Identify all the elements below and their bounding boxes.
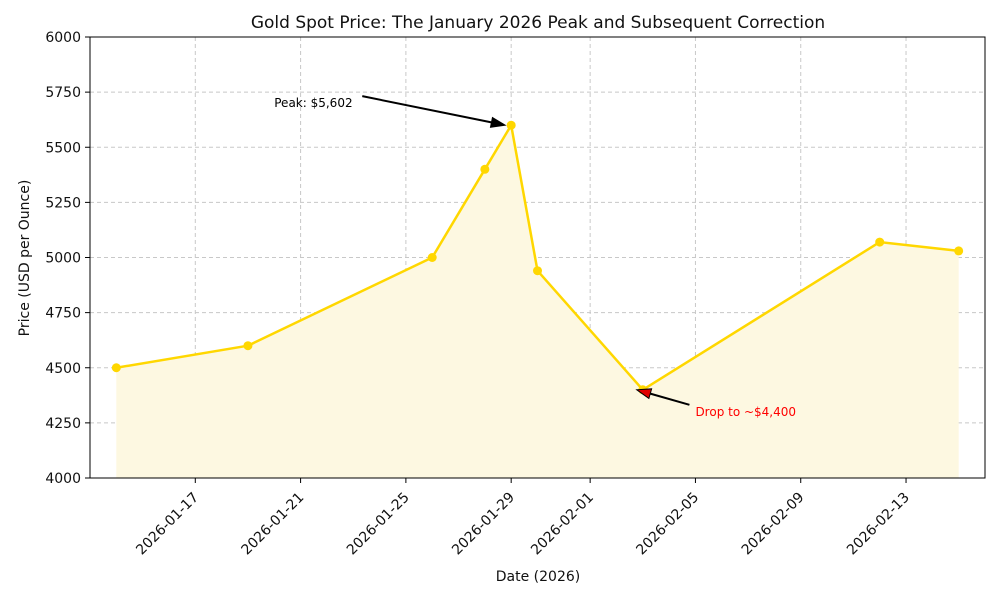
data-point: [954, 246, 964, 256]
y-tick-label: 5750: [45, 85, 81, 101]
y-ticks: 4000 4250 4500 4750 5000 5250 5500 5750 6000: [45, 30, 90, 487]
area-fill: [116, 125, 959, 478]
data-point: [480, 164, 490, 174]
x-tick-label: 2026-01-21: [239, 490, 308, 559]
y-tick-label: 5000: [45, 251, 81, 267]
data-point: [533, 266, 542, 276]
y-tick-label: 4750: [45, 306, 81, 322]
chart-title: Gold Spot Price: The January 2026 Peak a…: [251, 13, 825, 33]
data-point: [506, 120, 516, 130]
y-tick-label: 4500: [45, 361, 81, 377]
y-tick-label: 4250: [45, 416, 81, 432]
data-point: [111, 363, 121, 373]
x-tick-label: 2026-01-29: [449, 490, 518, 559]
x-tick-label: 2026-02-01: [528, 490, 597, 559]
annotations: Peak: $5,602 Drop to ~$4,400: [274, 95, 796, 419]
annotation-arrowhead: [635, 388, 653, 400]
y-tick-label: 4000: [45, 471, 81, 487]
annotation-arrow: [362, 95, 492, 124]
x-ticks: 2026-01-17 2026-01-21 2026-01-25 2026-01-29…: [133, 478, 913, 558]
x-tick-label: 2026-02-05: [633, 490, 702, 559]
data-point: [875, 237, 885, 247]
y-tick-label: 5250: [45, 195, 81, 211]
y-tick-label: 5500: [45, 140, 81, 156]
x-tick-label: 2026-02-13: [844, 490, 913, 559]
fill-layer: [116, 125, 959, 478]
annotation-label: Peak: $5,602: [274, 96, 352, 110]
annotation-arrowhead: [489, 116, 507, 128]
x-tick-label: 2026-01-17: [133, 490, 202, 559]
y-tick-label: 6000: [45, 30, 81, 46]
annotation-arrow: [649, 392, 690, 406]
y-axis-label: Price (USD per Ounce): [17, 180, 33, 337]
x-tick-label: 2026-02-09: [739, 490, 808, 559]
data-point: [427, 253, 437, 262]
data-point: [243, 341, 253, 351]
x-tick-label: 2026-01-25: [344, 490, 413, 559]
x-axis-label: Date (2026): [496, 569, 580, 585]
annotation-label: Drop to ~$4,400: [695, 405, 796, 419]
